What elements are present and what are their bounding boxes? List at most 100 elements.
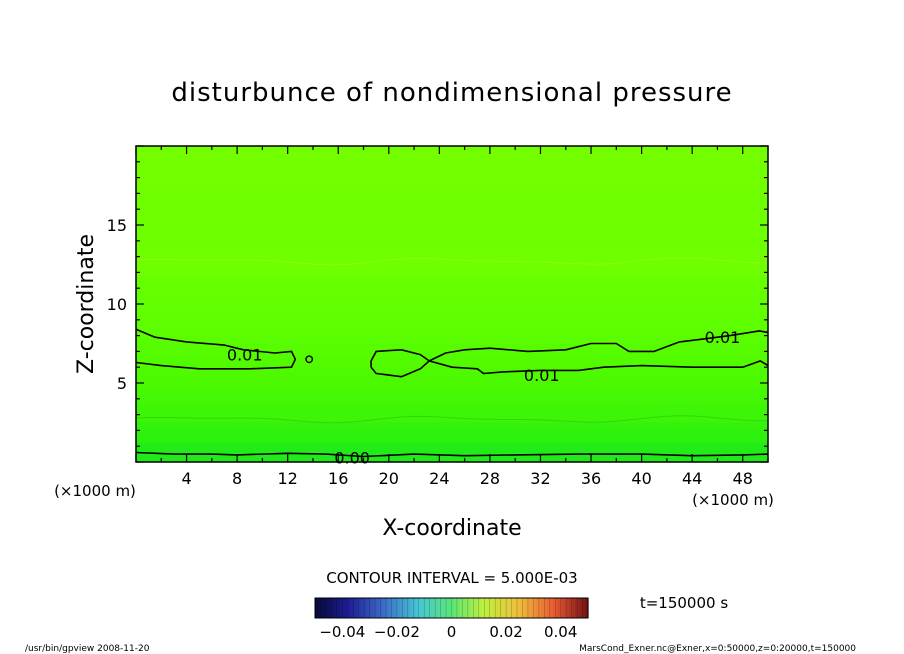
- colorbar-cell: [500, 598, 504, 618]
- x-tick-label: 8: [232, 469, 242, 488]
- colorbar-cell: [489, 598, 494, 618]
- x-tick-label: 32: [530, 469, 550, 488]
- colorbar-cell: [366, 598, 371, 618]
- colorbar-cell: [495, 598, 499, 618]
- colorbar-cell: [517, 598, 521, 618]
- colorbar-cell: [525, 598, 529, 618]
- x-axis-label: X-coordinate: [382, 516, 521, 541]
- contour-label: 0.01: [524, 366, 560, 385]
- colorbar-cell: [448, 598, 453, 618]
- colorbar-cell: [413, 598, 417, 618]
- colorbar-cell: [325, 598, 330, 618]
- shading-band: [136, 422, 768, 444]
- contour-label: 0.00: [334, 448, 370, 467]
- colorbar-cell: [465, 598, 469, 618]
- colorbar-cell: [345, 598, 349, 618]
- colorbar-cell: [410, 598, 414, 618]
- colorbar: −0.04 −0.02 0 0.02 0.04: [314, 597, 589, 641]
- x-tick-label: 20: [379, 469, 399, 488]
- contour-label: 0.01: [227, 346, 263, 365]
- colorbar-cell: [426, 598, 431, 618]
- colorbar-tick-label: 0.02: [489, 623, 522, 641]
- colorbar-cell: [508, 598, 513, 618]
- colorbar-cell: [443, 598, 447, 618]
- colorbar-cell: [440, 598, 444, 618]
- colorbar-cell: [388, 598, 393, 618]
- colorbar-cell: [571, 598, 575, 618]
- time-label: t=150000 s: [640, 594, 728, 612]
- x-tick-label: 24: [429, 469, 449, 488]
- y-tick-label: 10: [107, 295, 127, 314]
- colorbar-cell: [342, 598, 346, 618]
- colorbar-cell: [462, 598, 466, 618]
- shading-boundary: [136, 415, 768, 424]
- colorbar-cell: [552, 598, 556, 618]
- footer-right: MarsCond_Exner.nc@Exner,x=0:50000,z=0:20…: [579, 644, 856, 654]
- shading-band: [136, 248, 768, 276]
- colorbar-cell: [519, 598, 524, 618]
- colorbar-cell: [555, 598, 559, 618]
- colorbar-cell: [418, 598, 423, 618]
- colorbar-cell: [577, 598, 581, 618]
- colorbar-cell: [459, 598, 464, 618]
- x-unit-left: (×1000 m): [54, 482, 136, 500]
- colorbar-cell: [364, 598, 368, 618]
- colorbar-cell: [355, 598, 360, 618]
- colorbar-cell: [579, 598, 584, 618]
- colorbar-cell: [350, 598, 354, 618]
- colorbar-cell: [353, 598, 357, 618]
- x-tick-label: 48: [733, 469, 753, 488]
- x-tick-label: 4: [181, 469, 191, 488]
- x-tick-label: 12: [278, 469, 298, 488]
- colorbar-cell: [380, 598, 384, 618]
- colorbar-cell: [544, 598, 548, 618]
- contour-line: [305, 355, 314, 364]
- colorbar-cell: [416, 598, 420, 618]
- colorbar-cell: [484, 598, 488, 618]
- y-tick-label: 15: [107, 216, 127, 235]
- contour-line: [428, 360, 768, 375]
- colorbar-cell: [361, 598, 365, 618]
- colorbar-cell: [560, 598, 565, 618]
- colorbar-cell: [492, 598, 496, 618]
- contour-label: 0.01: [705, 328, 741, 347]
- shading-band: [136, 443, 768, 462]
- colorbar-cell: [402, 598, 406, 618]
- colorbar-cell: [522, 598, 526, 618]
- colorbar-cell: [481, 598, 485, 618]
- colorbar-cell: [334, 598, 338, 618]
- colorbar-cell: [527, 598, 532, 618]
- colorbar-cell: [557, 598, 562, 618]
- colorbar-cell: [582, 598, 586, 618]
- colorbar-cell: [383, 598, 387, 618]
- colorbar-cell: [473, 598, 477, 618]
- colorbar-cell: [369, 598, 373, 618]
- colorbar-cell: [394, 598, 398, 618]
- colorbar-cell: [503, 598, 507, 618]
- colorbar-cell: [456, 598, 461, 618]
- contour-interval-label: CONTOUR INTERVAL = 5.000E-03: [326, 569, 577, 587]
- colorbar-frame: [314, 597, 589, 619]
- colorbar-tick-label: −0.04: [319, 623, 365, 641]
- shading-band: [136, 414, 768, 423]
- colorbar-cell: [497, 598, 502, 618]
- colorbar-cell: [372, 598, 376, 618]
- colorbar-cell: [391, 598, 395, 618]
- colorbar-cell: [421, 598, 425, 618]
- colorbar-cell: [568, 598, 573, 618]
- colorbar-cell: [511, 598, 515, 618]
- colorbar-cell: [478, 598, 483, 618]
- colorbar-cell: [429, 598, 433, 618]
- colorbar-cell: [547, 598, 551, 618]
- colorbar-cell: [476, 598, 480, 618]
- colorbar-cell: [339, 598, 343, 618]
- colorbar-cell: [317, 598, 322, 618]
- shading-boundary: [136, 257, 768, 266]
- colorbar-cell: [454, 598, 458, 618]
- colorbar-cell: [375, 598, 379, 618]
- colorbar-cell: [385, 598, 390, 618]
- colorbar-cell: [336, 598, 341, 618]
- contour-line: [136, 328, 297, 370]
- colorbar-cell: [538, 598, 543, 618]
- colorbar-cell: [451, 598, 455, 618]
